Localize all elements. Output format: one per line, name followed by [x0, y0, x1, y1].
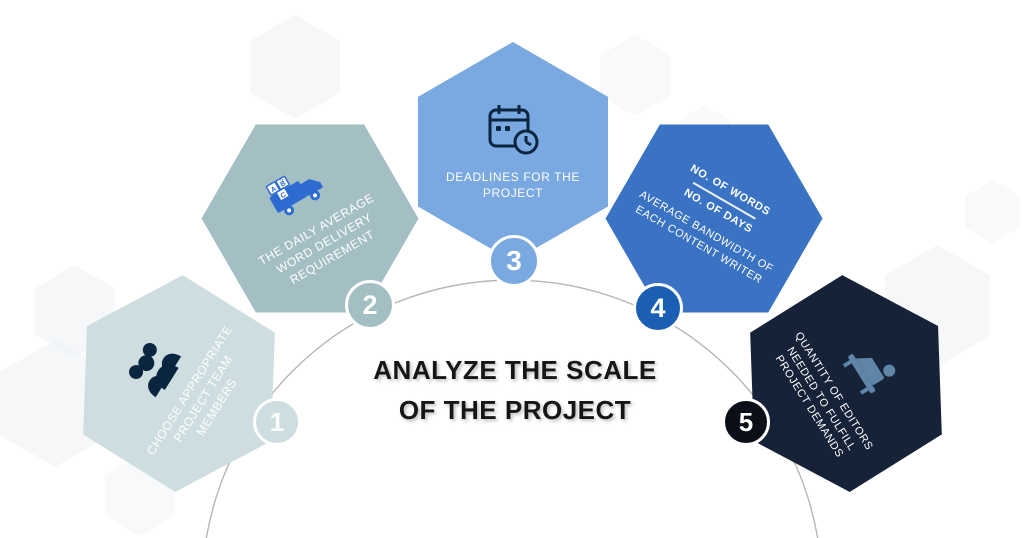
step-number-badge: 4 — [633, 283, 683, 333]
calendar-clock-icon — [484, 102, 542, 161]
background-hex — [965, 180, 1020, 244]
hex-3-label: DEADLINES FOR THE PROJECT — [432, 169, 594, 201]
title-line-2: of the project — [365, 390, 665, 430]
step-number-badge: 3 — [488, 235, 540, 287]
background-hex — [600, 35, 670, 116]
hex-step-3: DEADLINES FOR THE PROJECT — [418, 42, 608, 261]
infographic-stage: CHOOSE APPROPRIATE PROJECT TEAM MEMBERS — [0, 0, 1024, 538]
center-title: Analyze the scale of the project — [365, 350, 665, 431]
title-line-1: Analyze the scale — [365, 350, 665, 390]
hex-4-top-badge: NO. OF WORDS — [688, 163, 772, 219]
step-number-badge: 1 — [253, 398, 301, 446]
step-number-badge: 5 — [722, 398, 770, 446]
step-number-badge: 2 — [345, 280, 395, 330]
hex-content: DEADLINES FOR THE PROJECT — [418, 42, 608, 261]
